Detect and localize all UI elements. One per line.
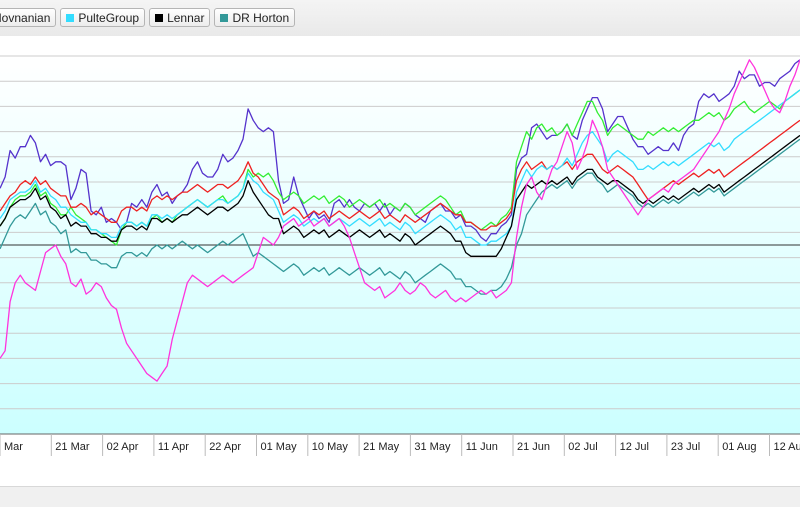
x-tick-label: 12 Jul (620, 441, 649, 453)
x-tick-label: 01 May (261, 441, 298, 453)
x-tick-label: 02 Jul (568, 441, 597, 453)
x-tick-label: 21 Mar (55, 441, 90, 453)
x-tick-label: 02 Apr (107, 441, 139, 453)
x-tick-label: 21 Jun (517, 441, 550, 453)
x-tick-label: 10 May (312, 441, 349, 453)
x-tick-label: 12 Aug (774, 441, 800, 453)
x-tick-label: 01 Aug (722, 441, 756, 453)
x-tick-label: Mar (4, 441, 23, 453)
x-tick-label: 21 May (363, 441, 400, 453)
x-axis-ticks: Mar 21 Mar 02 Apr 11 Apr 22 Apr 01 May 10 May 2… (0, 434, 800, 456)
x-tick-label: 11 Apr (158, 441, 189, 453)
x-tick-label: 22 Apr (209, 441, 241, 453)
x-tick-label: 23 Jul (671, 441, 700, 453)
bottom-scroll-strip[interactable] (0, 486, 800, 507)
x-tick-label: 11 Jun (466, 441, 498, 453)
x-tick-label: 31 May (414, 441, 451, 453)
